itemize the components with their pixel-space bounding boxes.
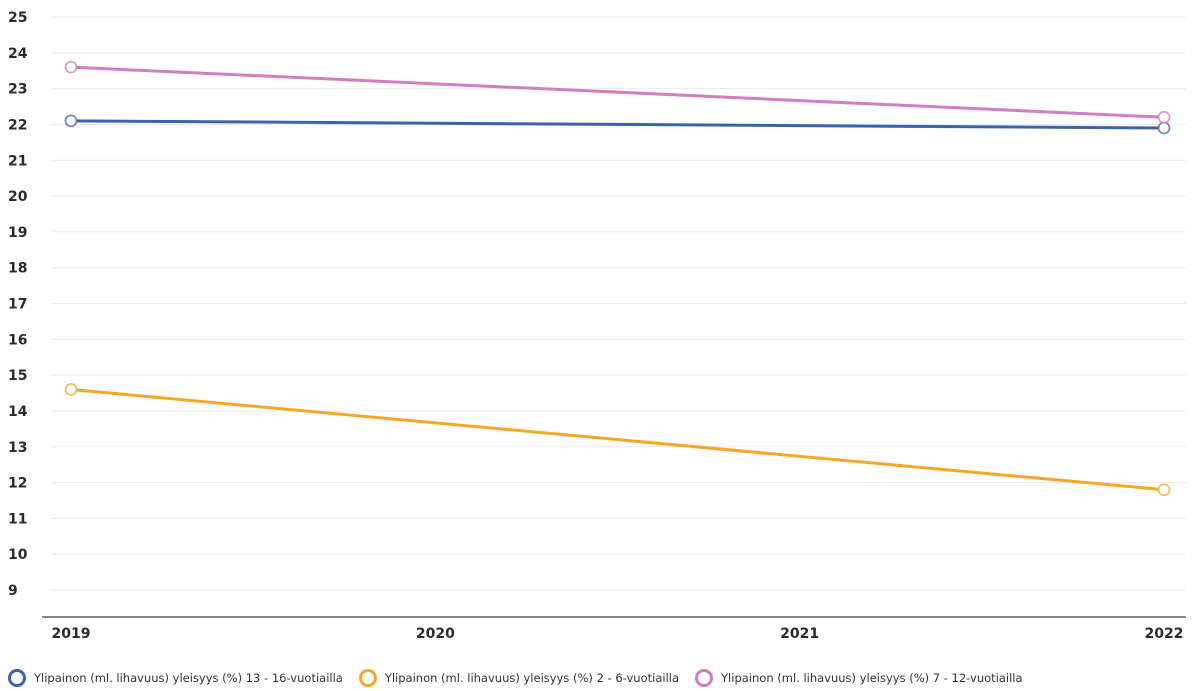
y-tick-label-19: 19 [8, 225, 27, 241]
y-tick-label-11: 11 [8, 511, 27, 527]
y-tick-label-10: 10 [8, 547, 28, 563]
legend-label: Ylipainon (ml. lihavuus) yleisyys (%) 7 … [721, 671, 1023, 685]
y-tick-label-18: 18 [8, 261, 27, 277]
data-point-0-2019[interactable] [64, 114, 78, 128]
y-tick-label-9: 9 [8, 583, 18, 599]
y-tick-label-23: 23 [8, 82, 27, 98]
y-tick-label-16: 16 [8, 332, 27, 348]
data-point-2-2022[interactable] [1157, 110, 1171, 124]
y-tick-label-21: 21 [8, 153, 27, 169]
legend-item-7-12[interactable]: Ylipainon (ml. lihavuus) yleisyys (%) 7 … [695, 669, 1023, 687]
y-tick-label-24: 24 [8, 46, 28, 62]
series-line-2 [69, 65, 1166, 119]
x-axis: 2019 2020 2021 2022 [42, 616, 1186, 642]
y-tick-label-17: 17 [8, 297, 27, 313]
x-tick-label-2021: 2021 [780, 626, 819, 642]
data-point-1-2019[interactable] [64, 383, 78, 396]
y-tick-label-25: 25 [8, 10, 27, 26]
legend-marker-icon [8, 669, 26, 687]
series [64, 60, 1171, 497]
y-tick-label-22: 22 [8, 117, 27, 133]
legend-label: Ylipainon (ml. lihavuus) yleisyys (%) 13… [34, 671, 343, 685]
legend-label: Ylipainon (ml. lihavuus) yleisyys (%) 2 … [384, 671, 680, 685]
y-tick-label-20: 20 [8, 189, 28, 205]
series-1 [64, 383, 1171, 497]
legend-marker-icon [358, 669, 377, 687]
gridlines [52, 16, 1186, 591]
data-point-2-2019[interactable] [64, 60, 78, 74]
chart-area: 9 10 11 12 13 14 15 16 17 18 19 20 21 22 23 24 25 2019 20… [8, 10, 1186, 642]
series-2 [64, 60, 1171, 124]
y-axis: 9 10 11 12 13 14 15 16 17 18 19 20 21 22 23 24 25 [8, 10, 28, 599]
y-tick-label-14: 14 [8, 404, 28, 420]
legend-marker-icon [695, 669, 714, 687]
legend-item-2-6[interactable]: Ylipainon (ml. lihavuus) yleisyys (%) 2 … [358, 669, 680, 687]
data-point-0-2022[interactable] [1157, 121, 1171, 135]
series-line-0 [69, 119, 1166, 130]
x-tick-label-2020: 2020 [416, 626, 455, 642]
series-line-1 [69, 387, 1166, 492]
x-tick-label-2022: 2022 [1145, 626, 1184, 642]
x-tick-label-2019: 2019 [52, 626, 91, 642]
legend-item-13-16[interactable]: Ylipainon (ml. lihavuus) yleisyys (%) 13… [8, 669, 343, 687]
y-tick-label-15: 15 [8, 368, 27, 384]
data-point-1-2022[interactable] [1157, 483, 1171, 497]
y-tick-label-12: 12 [8, 476, 27, 492]
y-tick-label-13: 13 [8, 440, 27, 456]
legend: Ylipainon (ml. lihavuus) yleisyys (%) 13… [8, 667, 1188, 689]
